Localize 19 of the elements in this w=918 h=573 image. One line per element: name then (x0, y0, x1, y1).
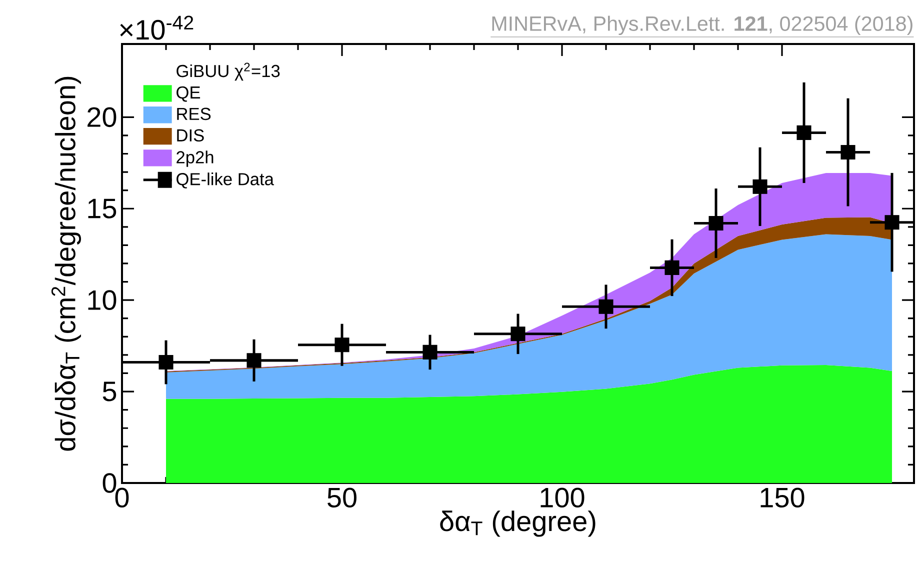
legend-label: RES (177, 108, 211, 120)
legend-label: QE-like Data (176, 172, 274, 188)
x-axis-title: δα$_{T}$ (degree) (440, 510, 596, 537)
x-tick-label: 0 (115, 488, 129, 508)
text: ×10$^{-42}$ (120, 16, 194, 40)
y-tick-label: 10 (88, 290, 116, 310)
y-tick-label: 5 (102, 382, 116, 402)
legend-label: 2p2h (176, 150, 214, 167)
y-tick-label: 0 (102, 473, 116, 493)
y-axis-title: dσ/dδα$_{T}$ (cm$^{2}$/degree/nucleon) (51, 76, 81, 451)
x-tick-label: 150 (760, 488, 804, 508)
y-tick-label: 20 (88, 107, 116, 128)
x-tick-label: 50 (328, 488, 356, 508)
text: MINERvA, Phys.Rev.Lett. 121, 022504 (2018) (492, 16, 912, 36)
x-tick-label: 100 (540, 488, 584, 508)
legend-label: DIS (177, 129, 204, 142)
legend-label: QE (176, 86, 200, 102)
y-tick-label: 15 (88, 198, 116, 218)
legend-title: GiBUU χ$^{2}$=13 (176, 62, 280, 81)
